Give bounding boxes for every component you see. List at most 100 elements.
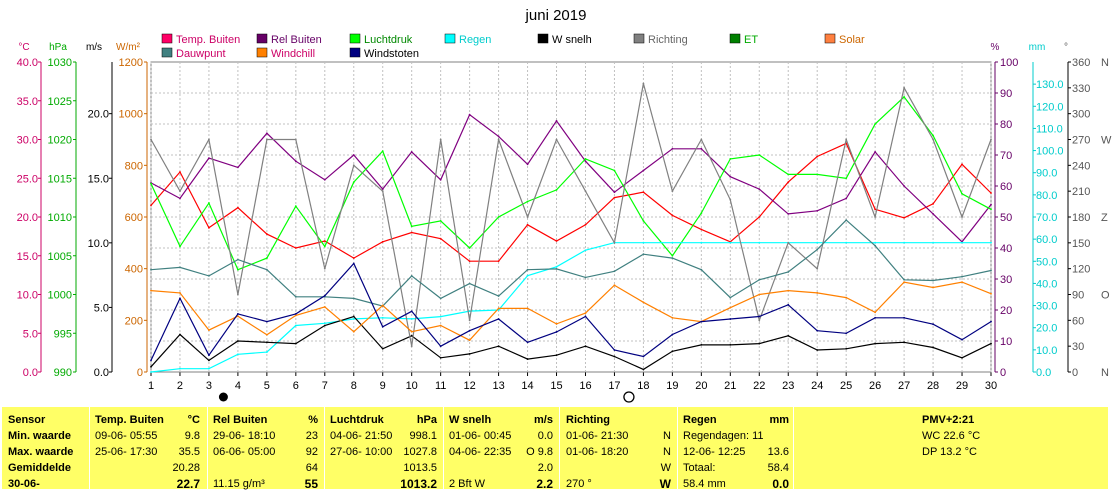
data-point: [758, 188, 761, 191]
data-point: [584, 157, 587, 160]
data-point: [497, 260, 500, 263]
series-line: [150, 315, 992, 371]
data-point: [613, 270, 616, 273]
wind-speed-value: 2.2: [536, 477, 553, 491]
data-point: [526, 268, 529, 271]
weather-chart: juni 2019 Temp. Buiten Rel Buiten Luchtdru…: [17, 7, 1112, 403]
solar-tick-label: 600: [125, 212, 143, 224]
data-point: [671, 333, 674, 336]
data-point: [613, 196, 616, 199]
data-point: [758, 293, 761, 296]
data-point: [758, 154, 761, 156]
data-point: [642, 253, 645, 256]
data-point: [961, 356, 963, 359]
data-point: [323, 245, 326, 248]
wind-speed-value: 2.0: [537, 462, 553, 474]
solar-tick-label: 400: [125, 264, 143, 276]
data-point: [642, 169, 645, 172]
direction-tick-label: 90: [1072, 290, 1084, 302]
data-point: [816, 267, 819, 270]
data-point: [468, 282, 471, 285]
wind-unit-label: m/s: [86, 42, 102, 53]
data-point: [642, 368, 645, 371]
humidity-tick-label: 100: [1000, 57, 1018, 69]
data-point: [555, 323, 558, 325]
data-point: [758, 278, 761, 281]
rain-tick-label: 70.0: [1036, 212, 1057, 224]
temp-tick-label: 25.0: [17, 173, 38, 185]
pressure-timestamp: 27-06- 10:00: [330, 446, 393, 458]
legend-swatch: [633, 33, 645, 44]
rain-tick-label: 20.0: [1036, 323, 1057, 335]
data-point: [497, 345, 500, 348]
data-point: [265, 138, 268, 141]
pressure-tick-label: 1015: [48, 173, 72, 185]
legend-swatch: [349, 47, 361, 58]
humidity-tick-label: 60: [1000, 181, 1012, 193]
data-point: [497, 216, 500, 218]
rain-tick-label: 60.0: [1036, 234, 1057, 246]
pressure-unit-label: hPa: [49, 42, 67, 53]
data-point: [729, 241, 732, 244]
new-moon-icon: [218, 392, 228, 402]
data-point: [381, 316, 384, 319]
data-point: [845, 197, 848, 200]
data-point: [816, 241, 819, 244]
data-point: [816, 248, 819, 251]
series-line: [150, 242, 991, 373]
data-point: [700, 320, 703, 323]
humidity-tick-label: 30: [1000, 274, 1012, 286]
data-point: [410, 231, 413, 234]
temp-value: 35.5: [178, 446, 200, 458]
pressure-timestamp: 04-06- 21:50: [330, 430, 393, 442]
legend-label: Regen: [459, 34, 491, 46]
data-point: [874, 244, 877, 247]
legend-label: Dauwpunt: [176, 48, 226, 60]
temp-tick-label: 20.0: [17, 212, 38, 224]
data-point: [700, 241, 703, 244]
pressure-header: Luchtdruk: [330, 414, 384, 426]
data-point: [468, 260, 471, 263]
data-point: [642, 355, 645, 358]
data-point: [903, 316, 906, 319]
x-tick-label: 16: [579, 380, 591, 392]
data-point: [294, 324, 297, 327]
wind-speed-timestamp: 2 Bft W: [449, 478, 486, 490]
data-point: [150, 138, 152, 141]
data-point: [932, 323, 934, 326]
data-point: [845, 138, 848, 141]
chart-title: juni 2019: [525, 7, 587, 24]
column-separator: [207, 407, 208, 489]
data-point: [179, 190, 181, 193]
legend-label: Solar: [839, 34, 865, 46]
rain-tick-label: 130.0: [1036, 79, 1064, 91]
humidity-unit: %: [308, 414, 318, 426]
data-point: [903, 216, 906, 219]
rain-timestamp: Totaal:: [683, 462, 716, 474]
data-point: [758, 216, 761, 218]
data-point: [236, 312, 239, 315]
data-point: [642, 82, 645, 85]
rain-tick-label: 100.0: [1036, 146, 1064, 158]
data-point: [236, 340, 239, 342]
data-point: [208, 157, 210, 160]
wind-direction-timestamp: 01-06- 18:20: [566, 446, 629, 458]
temp-timestamp: 25-06- 17:30: [95, 446, 158, 458]
data-point: [700, 268, 703, 271]
legend-swatch: [161, 33, 173, 44]
row-label: 30-06-: [8, 478, 40, 490]
data-point: [758, 315, 761, 318]
direction-unit-label: °: [1064, 42, 1068, 53]
humidity-timestamp: 06-06- 05:00: [213, 446, 276, 458]
data-point: [555, 240, 558, 242]
data-point: [150, 182, 152, 185]
temp-unit-label: °C: [18, 42, 29, 53]
chart-axes: 1 2 3 4 5 6 7 8 9 10 11 12 13 14 15 16 17 18 19 20 21 22 23 24 2…: [17, 42, 1112, 403]
rain-tick-label: 120.0: [1036, 101, 1064, 113]
data-point: [497, 318, 500, 320]
data-point: [150, 359, 152, 362]
data-point: [468, 319, 471, 322]
data-point: [990, 192, 992, 194]
data-point: [381, 304, 384, 307]
rain-tick-label: 10.0: [1036, 345, 1057, 357]
